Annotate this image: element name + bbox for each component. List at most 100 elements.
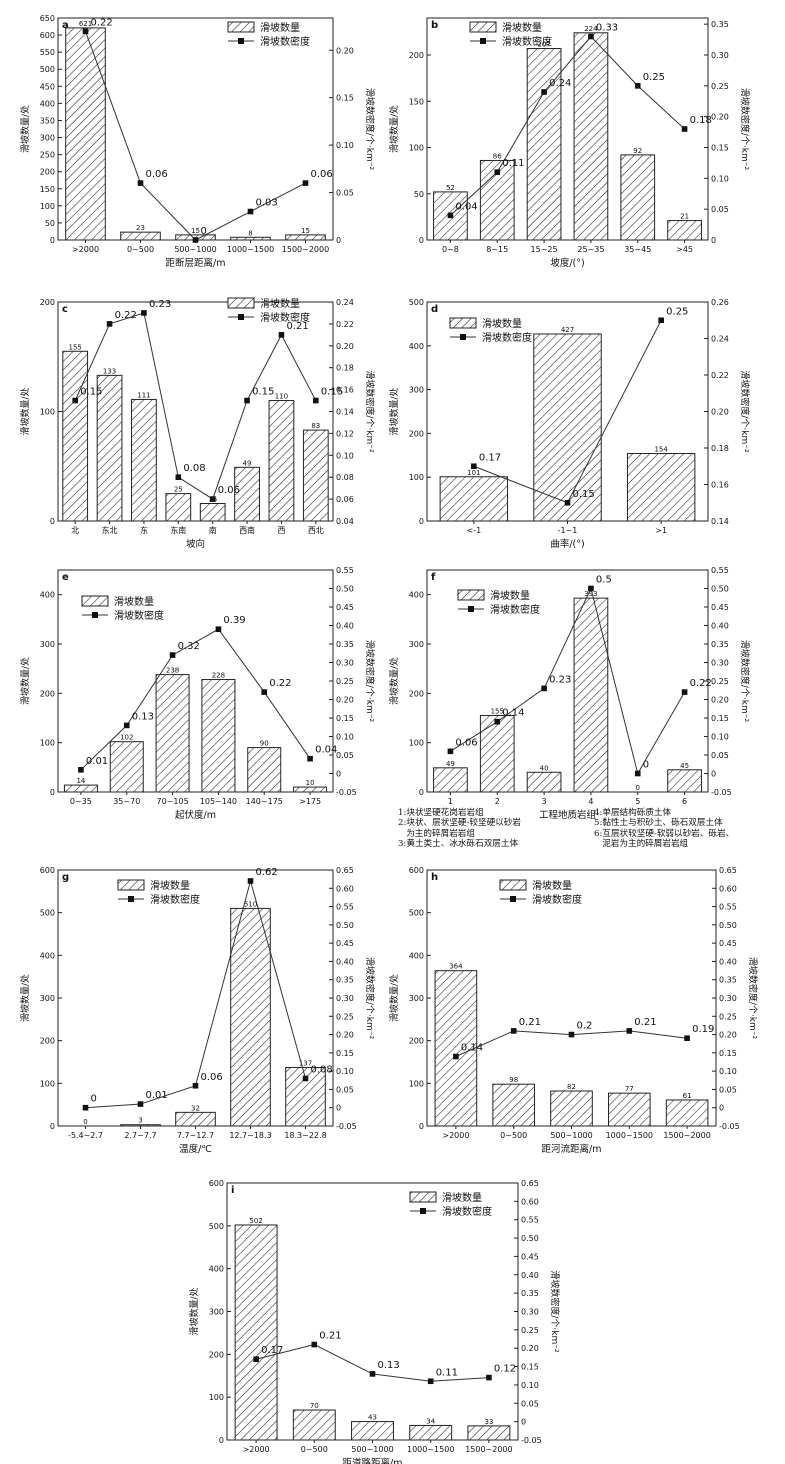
note-line: 4:单层结构砾质土体 bbox=[594, 808, 672, 818]
y2-tick-label: 0.22 bbox=[336, 320, 354, 329]
y2-tick-label: 0.20 bbox=[711, 696, 729, 705]
x-tick-label: 0~500 bbox=[500, 1131, 527, 1140]
bar bbox=[230, 907, 271, 1127]
x-tick-label: 35~70 bbox=[113, 797, 140, 806]
y-axis-title: 滑坡数量/处 bbox=[388, 974, 400, 1022]
y-tick-label: 200 bbox=[409, 429, 424, 438]
x-axis-title: 曲率/(°) bbox=[550, 538, 584, 550]
density-point bbox=[471, 463, 477, 470]
y2-tick-label: 0.65 bbox=[336, 866, 354, 875]
chart-b: b 0 50 100 150 200 0 0.05 0.10 0.15 0.20 0.25 0.30 0.… bbox=[388, 17, 751, 269]
bar bbox=[351, 1421, 394, 1441]
y-tick-label: 100 bbox=[40, 739, 55, 748]
density-point bbox=[541, 685, 547, 692]
density-point bbox=[568, 1031, 575, 1038]
bar bbox=[620, 154, 656, 241]
density-value-label: 0.04 bbox=[315, 745, 337, 756]
bar-value-label: 14 bbox=[76, 777, 85, 785]
y-tick-label: 300 bbox=[40, 994, 55, 1003]
y2-tick-label: 0 bbox=[336, 770, 341, 779]
y2-tick-label: 0.05 bbox=[336, 189, 354, 198]
panel-label: e bbox=[62, 572, 69, 583]
x-tick-label: 1500~2000 bbox=[465, 1445, 512, 1454]
y2-tick-label: 0.50 bbox=[336, 585, 354, 594]
bar bbox=[120, 1124, 161, 1127]
y-tick-label: 100 bbox=[40, 202, 55, 211]
density-value-label: 0.23 bbox=[149, 299, 171, 310]
legend-bar-swatch bbox=[409, 1191, 437, 1203]
density-value-label: 0.22 bbox=[115, 310, 137, 321]
y-tick-label: 600 bbox=[409, 866, 424, 875]
y-tick-label: 600 bbox=[40, 866, 55, 875]
x-tick-label: 西 bbox=[277, 526, 285, 535]
bar bbox=[573, 597, 609, 793]
bar-value-label: 83 bbox=[311, 422, 320, 430]
bar-value-label: 155 bbox=[491, 708, 504, 716]
density-line bbox=[85, 879, 306, 1109]
density-value-label: 0.24 bbox=[549, 78, 571, 89]
density-value-label: 0.25 bbox=[666, 306, 688, 317]
density-value-label: 0.15 bbox=[252, 387, 274, 398]
x-tick-label: >2000 bbox=[72, 245, 99, 254]
panel-label: i bbox=[231, 1185, 234, 1196]
x-tick-label: 0~500 bbox=[127, 245, 154, 254]
y2-axis-title: 滑坡数密度/个·km⁻² bbox=[364, 957, 376, 1040]
density-line bbox=[74, 312, 317, 500]
notes-left-column: 1:块状坚硬花岗岩岩组 2:块状、层状坚硬-较坚硬以砂岩 为主的碎屑岩岩组 3:… bbox=[398, 808, 521, 850]
y2-tick-label: 0.15 bbox=[336, 714, 354, 723]
y-axis-title: 滑坡数量/处 bbox=[19, 105, 31, 153]
y2-tick-label: 0.14 bbox=[336, 408, 354, 417]
y2-tick-label: 0.05 bbox=[336, 1085, 354, 1094]
y-tick-label: 500 bbox=[40, 909, 55, 918]
y-tick-label: 300 bbox=[209, 1308, 224, 1317]
bar bbox=[667, 769, 702, 793]
x-tick-label: 1000~1500 bbox=[407, 1445, 454, 1454]
bar bbox=[285, 234, 326, 241]
density-value-label: 0.21 bbox=[634, 1017, 656, 1028]
y2-tick-label: 0.40 bbox=[521, 1271, 539, 1280]
bar-value-label: 77 bbox=[625, 1085, 634, 1093]
x-tick-label: 南 bbox=[209, 525, 217, 535]
bar bbox=[247, 747, 282, 793]
density-line bbox=[85, 31, 306, 241]
legend-point-swatch bbox=[128, 896, 134, 902]
x-tick-label: 0~8 bbox=[442, 245, 459, 254]
y2-tick-label: 0.20 bbox=[336, 46, 354, 55]
x-tick-label: <-1 bbox=[466, 526, 481, 535]
panel-label: a bbox=[62, 20, 69, 31]
y2-tick-label: 0.30 bbox=[719, 994, 737, 1003]
y2-tick-label: 0.15 bbox=[336, 94, 354, 103]
y2-tick-label: 0.05 bbox=[521, 1399, 539, 1408]
y2-tick-label: 0.60 bbox=[336, 884, 354, 893]
y-tick-label: 500 bbox=[409, 298, 424, 307]
y-tick-label: 200 bbox=[40, 1037, 55, 1046]
density-point bbox=[123, 722, 130, 729]
y2-tick-label: 0.20 bbox=[711, 113, 729, 122]
panel-label: c bbox=[62, 304, 68, 315]
x-tick-label: 5 bbox=[635, 797, 640, 806]
y2-tick-label: 0.40 bbox=[719, 957, 737, 966]
density-point bbox=[137, 1101, 144, 1107]
y-tick-label: 500 bbox=[409, 909, 424, 918]
density-point bbox=[247, 208, 254, 215]
bar-value-label: 23 bbox=[136, 224, 145, 232]
y2-tick-label: 0.15 bbox=[336, 1049, 354, 1058]
legend-bar-swatch bbox=[227, 21, 255, 33]
x-tick-label: 1 bbox=[448, 797, 453, 806]
x-tick-label: 140~175 bbox=[246, 797, 283, 806]
x-tick-label: 35~45 bbox=[624, 245, 651, 254]
legend-bar-swatch bbox=[499, 879, 527, 891]
y-tick-label: 300 bbox=[409, 994, 424, 1003]
y2-tick-label: 0.15 bbox=[711, 144, 729, 153]
y2-tick-label: 0.10 bbox=[336, 451, 354, 460]
bar-value-label: 70 bbox=[310, 1402, 319, 1410]
x-axis-title: 坡向 bbox=[186, 538, 205, 550]
y2-tick-label: 0.14 bbox=[711, 517, 729, 526]
bar-value-label: 32 bbox=[191, 1104, 200, 1112]
density-value-label: 0.23 bbox=[549, 674, 571, 685]
density-point bbox=[137, 180, 144, 186]
x-tick-label: 1000~1500 bbox=[606, 1131, 653, 1140]
rock-group-notes: 1:块状坚硬花岗岩岩组 2:块状、层状坚硬-较坚硬以砂岩 为主的碎屑岩岩组 3:… bbox=[398, 808, 778, 870]
bar bbox=[109, 741, 144, 793]
